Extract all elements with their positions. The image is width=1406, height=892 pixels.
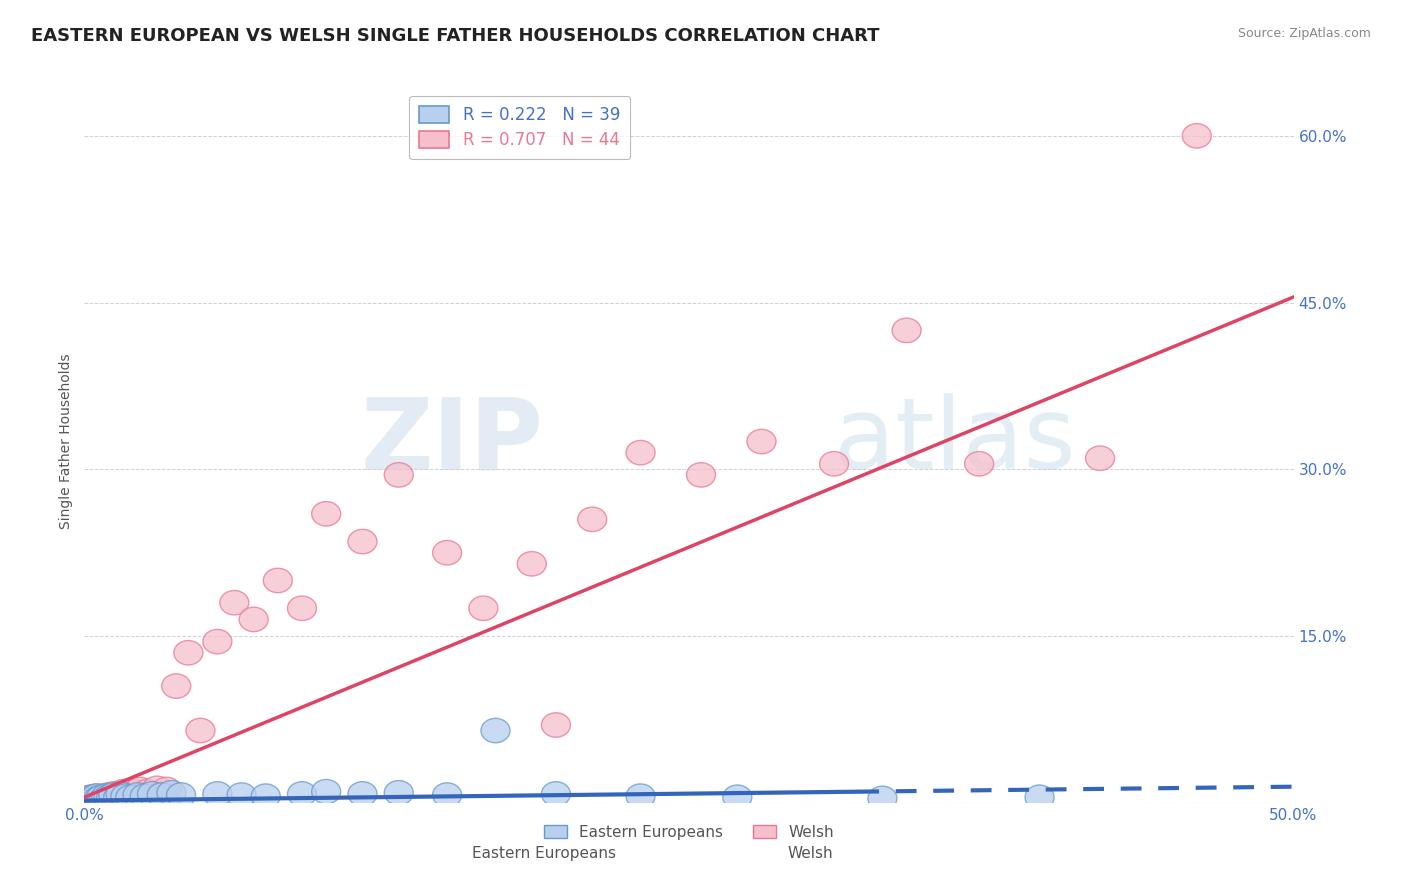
- Ellipse shape: [97, 786, 125, 811]
- Ellipse shape: [723, 785, 752, 809]
- Ellipse shape: [124, 783, 152, 807]
- Text: Eastern Europeans: Eastern Europeans: [472, 847, 616, 861]
- Ellipse shape: [94, 785, 124, 809]
- Ellipse shape: [80, 786, 108, 811]
- Ellipse shape: [312, 501, 340, 526]
- Ellipse shape: [84, 786, 114, 811]
- Ellipse shape: [686, 463, 716, 487]
- Ellipse shape: [287, 781, 316, 806]
- Ellipse shape: [104, 785, 132, 809]
- Ellipse shape: [108, 780, 138, 804]
- Ellipse shape: [97, 784, 125, 808]
- Ellipse shape: [89, 788, 118, 812]
- Ellipse shape: [82, 784, 111, 808]
- Ellipse shape: [239, 607, 269, 632]
- Text: EASTERN EUROPEAN VS WELSH SINGLE FATHER HOUSEHOLDS CORRELATION CHART: EASTERN EUROPEAN VS WELSH SINGLE FATHER …: [31, 27, 879, 45]
- Ellipse shape: [186, 718, 215, 743]
- Ellipse shape: [541, 781, 571, 806]
- Ellipse shape: [72, 788, 101, 812]
- Ellipse shape: [75, 789, 104, 813]
- Ellipse shape: [84, 785, 114, 809]
- Ellipse shape: [433, 541, 461, 565]
- Ellipse shape: [114, 781, 142, 806]
- Ellipse shape: [1182, 124, 1212, 148]
- Ellipse shape: [77, 788, 105, 812]
- Ellipse shape: [578, 508, 607, 532]
- Ellipse shape: [263, 568, 292, 592]
- Ellipse shape: [157, 780, 186, 805]
- Ellipse shape: [77, 785, 105, 809]
- Ellipse shape: [89, 784, 118, 808]
- Ellipse shape: [111, 784, 141, 808]
- Ellipse shape: [142, 776, 172, 801]
- Ellipse shape: [1025, 785, 1054, 809]
- Ellipse shape: [75, 786, 104, 811]
- Text: Source: ZipAtlas.com: Source: ZipAtlas.com: [1237, 27, 1371, 40]
- Ellipse shape: [626, 441, 655, 465]
- Ellipse shape: [98, 783, 128, 807]
- Ellipse shape: [72, 786, 101, 811]
- Ellipse shape: [138, 781, 166, 806]
- Ellipse shape: [202, 781, 232, 806]
- Ellipse shape: [481, 718, 510, 743]
- Ellipse shape: [115, 785, 145, 809]
- Ellipse shape: [820, 451, 849, 476]
- Legend: Eastern Europeans, Welsh: Eastern Europeans, Welsh: [537, 819, 841, 846]
- Text: Welsh: Welsh: [787, 847, 832, 861]
- Ellipse shape: [287, 596, 316, 621]
- Ellipse shape: [226, 783, 256, 807]
- Ellipse shape: [347, 781, 377, 806]
- Ellipse shape: [80, 786, 108, 811]
- Ellipse shape: [166, 783, 195, 807]
- Ellipse shape: [252, 784, 280, 808]
- Ellipse shape: [347, 529, 377, 554]
- Ellipse shape: [312, 780, 340, 804]
- Ellipse shape: [868, 786, 897, 811]
- Text: atlas: atlas: [834, 393, 1076, 490]
- Ellipse shape: [468, 596, 498, 621]
- Ellipse shape: [747, 429, 776, 454]
- Ellipse shape: [626, 784, 655, 808]
- Ellipse shape: [202, 630, 232, 654]
- Ellipse shape: [517, 551, 547, 576]
- Ellipse shape: [94, 783, 124, 807]
- Ellipse shape: [82, 788, 111, 812]
- Ellipse shape: [965, 451, 994, 476]
- Ellipse shape: [152, 777, 181, 802]
- Ellipse shape: [219, 591, 249, 615]
- Text: ZIP: ZIP: [361, 393, 544, 490]
- Ellipse shape: [541, 713, 571, 737]
- Ellipse shape: [91, 785, 121, 809]
- Ellipse shape: [125, 777, 155, 802]
- Ellipse shape: [75, 788, 104, 812]
- Ellipse shape: [1085, 446, 1115, 470]
- Ellipse shape: [118, 780, 148, 804]
- Ellipse shape: [104, 784, 132, 808]
- Ellipse shape: [77, 785, 105, 809]
- Ellipse shape: [87, 786, 115, 811]
- Ellipse shape: [148, 783, 176, 807]
- Ellipse shape: [98, 781, 128, 806]
- Ellipse shape: [131, 784, 159, 808]
- Ellipse shape: [132, 780, 162, 804]
- Ellipse shape: [384, 463, 413, 487]
- Ellipse shape: [162, 673, 191, 698]
- Ellipse shape: [433, 783, 461, 807]
- Ellipse shape: [891, 318, 921, 343]
- Ellipse shape: [82, 784, 111, 808]
- Ellipse shape: [105, 781, 135, 806]
- Ellipse shape: [174, 640, 202, 665]
- Ellipse shape: [91, 784, 121, 808]
- Ellipse shape: [87, 785, 115, 809]
- Ellipse shape: [384, 780, 413, 805]
- Y-axis label: Single Father Households: Single Father Households: [59, 354, 73, 529]
